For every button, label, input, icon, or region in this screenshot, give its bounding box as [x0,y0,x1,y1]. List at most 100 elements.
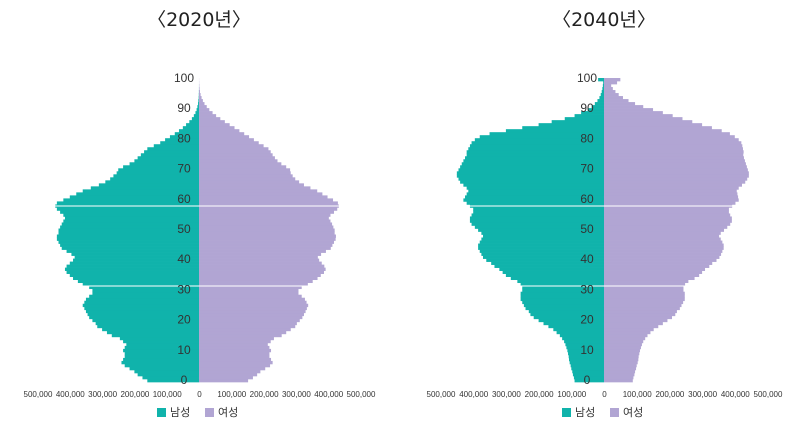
bar-female-age-35 [604,273,700,277]
bar-male-age-55 [63,213,200,217]
bar-male-age-22 [530,312,604,317]
bar-male-age-40 [73,258,199,262]
bar-female-age-10 [199,348,272,353]
bar-male-age-61 [465,195,604,199]
bar-female-age-8 [199,354,270,359]
bar-female-age-69 [199,171,291,175]
bar-female-age-31 [199,285,302,290]
bar-female-age-25 [199,303,309,308]
bar-male-age-44 [61,246,199,250]
bar-female-age-7 [604,357,639,362]
bar-male-age-50 [58,228,199,232]
bar-female-age-16 [199,330,287,335]
bar-female-age-19 [199,321,297,326]
bar-female-age-26 [604,300,684,305]
bar-male-age-62 [466,192,604,196]
bar-male-age-45 [60,243,199,247]
bar-female-age-2 [604,372,635,377]
bar-female-age-75 [199,153,273,157]
bar-female-age-38 [199,264,325,268]
bar-female-age-62 [604,192,738,196]
x-tick: 100,000 [153,390,182,399]
bar-male-age-0 [147,378,199,383]
age-tick: 50 [177,222,191,236]
x-tick: 0 [197,390,202,399]
x-tick: 200,000 [120,390,149,399]
bar-female-age-16 [604,330,651,335]
x-tick: 400,000 [56,390,85,399]
bar-male-age-73 [134,159,199,163]
bar-male-age-76 [466,150,604,154]
bar-male-age-34 [510,276,604,281]
bar-female-age-97 [604,87,613,91]
x-tick: 400,000 [721,390,750,399]
chart-title-2020: 〈2020년〉 [147,9,251,31]
x-tick: 300,000 [492,390,521,399]
age-tick: 100 [577,71,597,85]
bar-male-age-61 [69,195,199,199]
legend-label-male: 남성 [170,406,190,419]
bar-male-age-46 [479,240,604,244]
bar-male-age-32 [82,282,199,287]
bar-female-age-70 [604,168,748,172]
bar-male-age-9 [124,351,199,356]
bar-male-age-85 [186,123,199,127]
bar-female-age-38 [604,264,710,268]
bar-female-age-54 [199,216,329,220]
bar-female-age-33 [199,279,313,284]
bar-female-age-2 [199,372,258,377]
bar-female-age-51 [604,225,728,229]
bar-female-age-69 [604,171,749,175]
bar-male-age-43 [479,249,604,253]
bar-female-age-14 [604,336,646,341]
bar-male-age-9 [568,351,604,356]
bar-female-age-60 [604,198,739,202]
bar-female-age-13 [604,339,644,344]
bar-female-age-36 [604,270,703,274]
bar-female-age-85 [604,123,703,127]
bar-female-age-3 [199,369,261,374]
bar-male-age-47 [481,237,604,241]
bar-female-age-13 [199,339,271,344]
bar-male-age-7 [569,357,604,362]
bar-female-age-44 [199,246,331,250]
bar-female-age-72 [199,162,282,166]
bar-female-age-0 [199,378,249,383]
bar-male-age-11 [124,345,199,350]
age-tick: 50 [580,222,594,236]
x-tick: 200,000 [655,390,684,399]
bar-male-age-39 [491,261,604,265]
bar-female-age-6 [199,360,273,365]
bar-female-age-64 [199,186,311,190]
bar-male-age-86 [189,120,199,124]
bar-female-age-20 [604,318,668,323]
bar-male-age-16 [556,330,604,335]
bar-male-age-50 [478,228,604,232]
bar-male-age-36 [66,270,199,274]
bar-male-age-23 [528,309,604,314]
bar-male-age-39 [69,261,199,265]
age-tick: 10 [580,343,594,357]
bar-female-age-17 [604,327,654,332]
bar-female-age-83 [604,129,722,133]
bar-female-age-15 [604,333,648,338]
bar-female-age-68 [604,174,749,178]
bar-female-age-34 [199,276,318,281]
bar-female-age-86 [199,120,225,124]
bar-male-age-79 [160,141,199,145]
bar-male-age-31 [522,285,604,290]
bar-female-age-26 [199,300,307,305]
bar-male-age-90 [587,108,604,112]
bar-male-age-67 [458,177,604,181]
bar-male-age-12 [126,342,199,347]
bar-male-age-21 [533,315,604,320]
bar-male-age-41 [483,255,604,259]
bar-female-age-45 [199,243,333,247]
bar-male-age-87 [191,117,199,121]
bar-male-age-86 [551,120,604,124]
bar-male-age-25 [82,303,199,308]
age-tick: 90 [177,101,191,115]
bar-female-age-29 [199,291,299,296]
bar-female-age-40 [199,258,320,262]
